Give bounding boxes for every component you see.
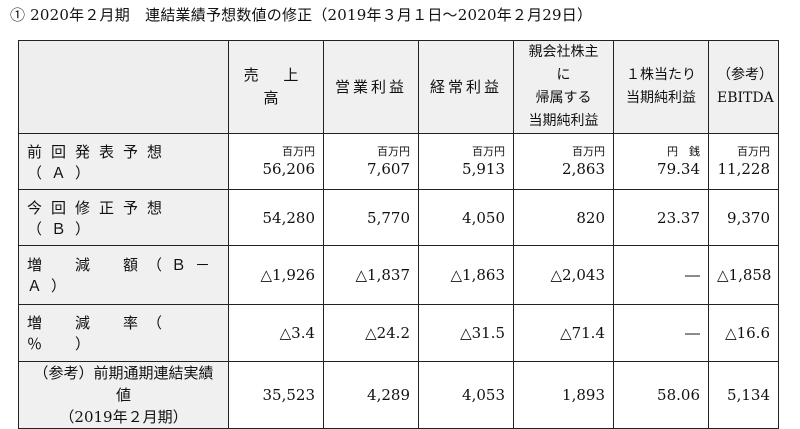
table-cell: 9,370	[708, 189, 779, 246]
table-cell: △24.2	[323, 304, 419, 362]
table-cell: 1,893	[513, 361, 614, 429]
table-cell: △71.4	[513, 304, 614, 362]
header-corner-cell	[18, 40, 229, 134]
table-cell: △1,837	[323, 245, 419, 305]
header-net-sales: 売 上 高	[228, 40, 324, 134]
table-cell: △2,043	[513, 245, 614, 305]
table-cell: ―	[613, 304, 709, 362]
table-row-change-amount: 増 減 額（Ｂ－Ａ） △1,926 △1,837 △1,863 △2,043 ―…	[18, 245, 779, 305]
row-label-prior-year-actual: （参考）前期通期連結実績値 （2019年２月期）	[18, 361, 229, 429]
header-net-income-parent: 親会社株主に 帰属する 当期純利益	[513, 40, 614, 134]
table-row-change-rate: 増 減 率（ ％ ） △3.4 △24.2 △31.5 △71.4 ― △16.…	[18, 304, 779, 362]
section-title: ① 2020年２月期 連結業績予想数値の修正（2019年３月１日～2020年２月…	[10, 6, 593, 24]
table-cell: 百万円 56,206	[228, 133, 324, 190]
table-cell: 4,289	[323, 361, 419, 429]
table-cell: △16.6	[708, 304, 779, 362]
row-label-change-amount: 増 減 額（Ｂ－Ａ）	[18, 245, 229, 305]
header-ebitda: （参考） EBITDA	[708, 40, 779, 134]
header-eps: １株当たり 当期純利益	[613, 40, 709, 134]
table-row-prior-year-actual: （参考）前期通期連結実績値 （2019年２月期） 35,523 4,289 4,…	[18, 361, 779, 429]
table-cell: 4,053	[418, 361, 514, 429]
table-row-revised-forecast: 今回修正予想（Ｂ） 54,280 5,770 4,050 820 23.37 9…	[18, 189, 779, 246]
table-cell: 58.06	[613, 361, 709, 429]
table-cell: 820	[513, 189, 614, 246]
table-cell: △3.4	[228, 304, 324, 362]
table-cell: ―	[613, 245, 709, 305]
table-cell: 54,280	[228, 189, 324, 246]
table-cell: △31.5	[418, 304, 514, 362]
header-ordinary-income: 経常利益	[418, 40, 514, 134]
row-label-change-rate: 増 減 率（ ％ ）	[18, 304, 229, 362]
header-row: 売 上 高 営業利益 経常利益 親会社株主に 帰属する 当期純利益 １株当たり …	[18, 40, 779, 134]
table-cell: 5,770	[323, 189, 419, 246]
table-cell: 百万円 5,913	[418, 133, 514, 190]
header-operating-income: 営業利益	[323, 40, 419, 134]
forecast-revision-table: 売 上 高 営業利益 経常利益 親会社株主に 帰属する 当期純利益 １株当たり …	[18, 40, 779, 429]
row-label-revised-forecast: 今回修正予想（Ｂ）	[18, 189, 229, 246]
table-cell: 35,523	[228, 361, 324, 429]
table-cell: △1,926	[228, 245, 324, 305]
table-cell: 4,050	[418, 189, 514, 246]
table-cell: 5,134	[708, 361, 779, 429]
table-cell: 円 銭 79.34	[613, 133, 709, 190]
table-cell: 百万円 11,228	[708, 133, 779, 190]
table-cell: 百万円 7,607	[323, 133, 419, 190]
table-cell: △1,863	[418, 245, 514, 305]
row-label-previous-forecast: 前回発表予想（Ａ）	[18, 133, 229, 190]
table-cell: 23.37	[613, 189, 709, 246]
table-row-previous-forecast: 前回発表予想（Ａ） 百万円 56,206 百万円 7,607 百万円 5,913 百万…	[18, 133, 779, 190]
table-cell: 百万円 2,863	[513, 133, 614, 190]
table-cell: △1,858	[708, 245, 779, 305]
